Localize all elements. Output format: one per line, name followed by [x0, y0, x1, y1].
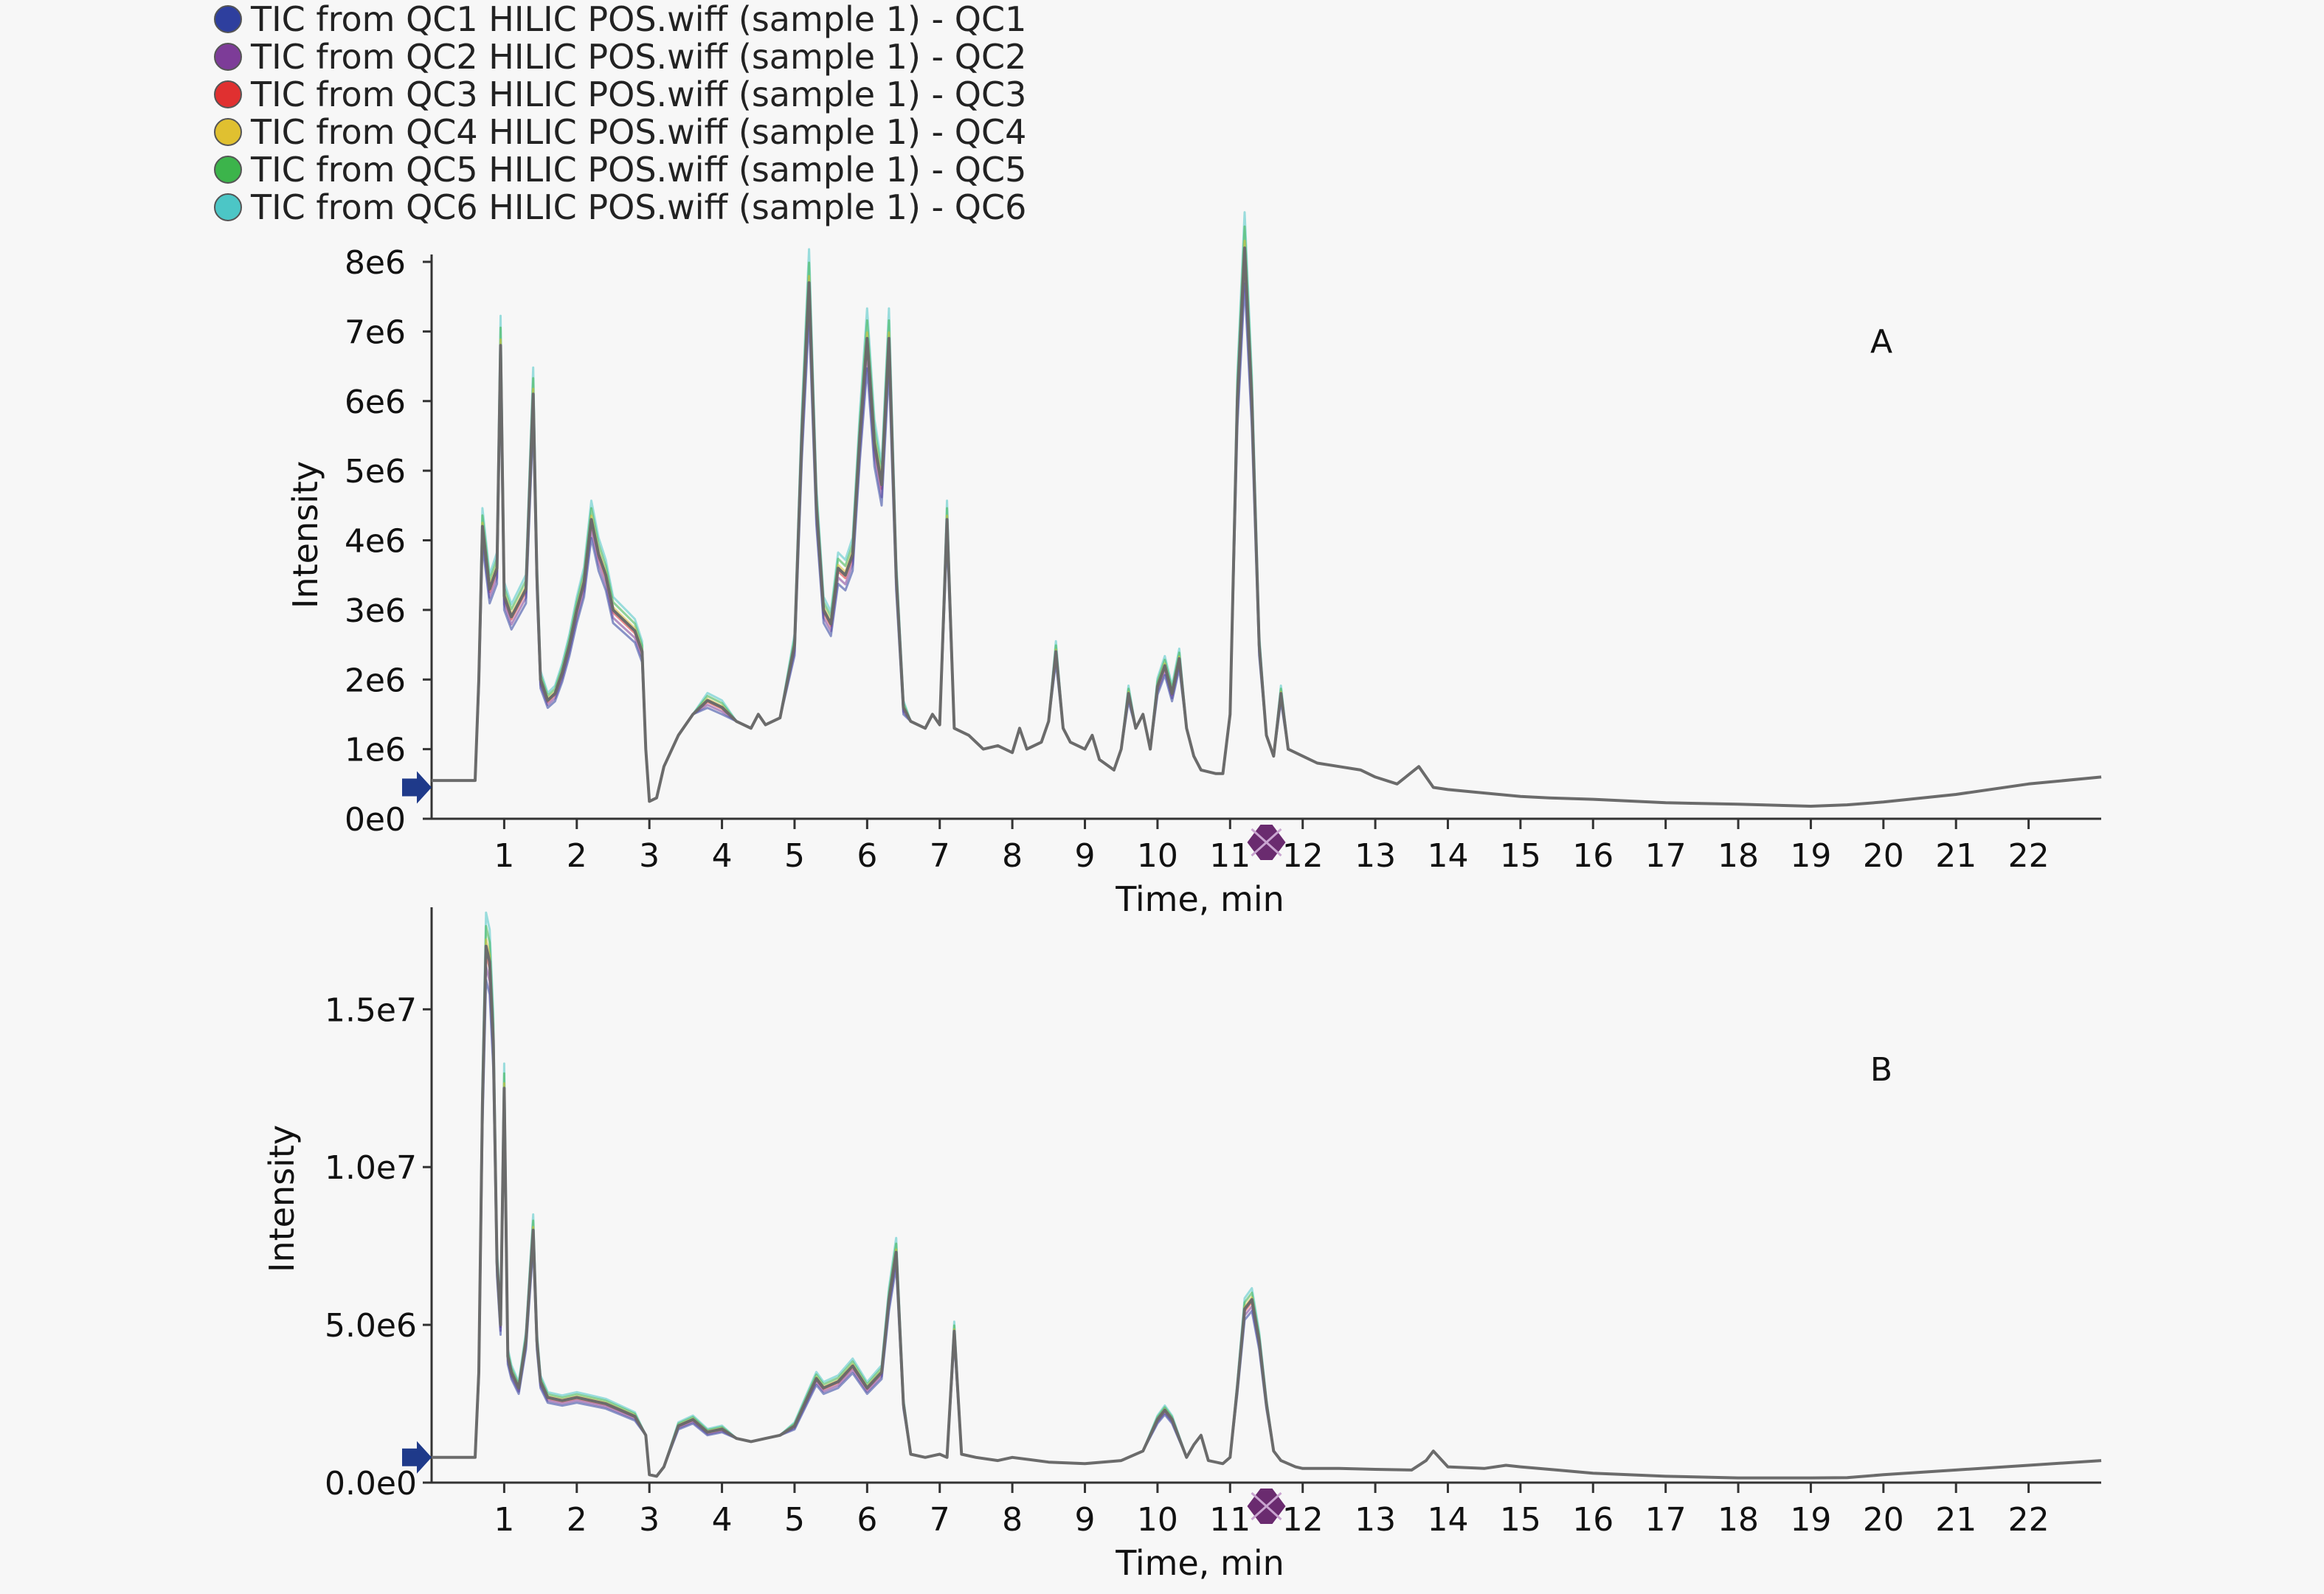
time-marker-cross	[1251, 1491, 1282, 1521]
legend-label: TIC from QC1 HILIC POS.wiff (sample 1) -…	[251, 0, 1027, 39]
y-axis-label: Intensity	[286, 461, 325, 609]
x-tick-label: 8	[1002, 837, 1023, 875]
y-tick-label: 1e6	[345, 732, 406, 769]
x-tick-label: 13	[1355, 837, 1396, 875]
x-tick-label: 12	[1282, 1501, 1324, 1539]
x-tick-label: 15	[1500, 837, 1541, 875]
legend-item: TIC from QC2 HILIC POS.wiff (sample 1) -…	[214, 36, 1027, 77]
x-tick-label: 16	[1572, 1501, 1614, 1539]
x-tick-label: 16	[1572, 837, 1614, 875]
x-tick-label: 7	[930, 1501, 950, 1539]
y-tick-label: 4e6	[345, 523, 406, 561]
start-marker	[402, 771, 432, 804]
legend-swatch	[214, 117, 242, 146]
x-tick-label: 6	[857, 837, 877, 875]
x-tick-label: 2	[567, 837, 587, 875]
x-tick-label: 18	[1718, 1501, 1759, 1539]
x-tick-label: 8	[1002, 1501, 1023, 1539]
x-tick-label: 1	[494, 837, 514, 875]
legend-item: TIC from QC5 HILIC POS.wiff (sample 1) -…	[214, 149, 1027, 190]
x-tick-label: 7	[930, 837, 950, 875]
legend-label: TIC from QC3 HILIC POS.wiff (sample 1) -…	[251, 74, 1027, 114]
tic-trace	[432, 246, 2102, 808]
y-tick-label: 7e6	[345, 313, 406, 351]
x-tick-label: 17	[1645, 837, 1687, 875]
x-tick-label: 22	[2008, 837, 2050, 875]
x-tick-label: 6	[857, 1501, 877, 1539]
y-tick-label: 1.0e7	[325, 1149, 417, 1187]
legend-item: TIC from QC1 HILIC POS.wiff (sample 1) -…	[214, 0, 1027, 39]
time-marker-cross	[1251, 828, 1282, 857]
panel-label: A	[1870, 323, 1892, 361]
x-tick-label: 3	[639, 1501, 660, 1539]
legend-swatch	[214, 42, 242, 71]
x-tick-label: 11	[1209, 1501, 1251, 1539]
x-tick-label: 10	[1137, 1501, 1178, 1539]
legend-label: TIC from QC6 HILIC POS.wiff (sample 1) -…	[251, 187, 1027, 227]
x-tick-label: 15	[1500, 1501, 1541, 1539]
legend: TIC from QC1 HILIC POS.wiff (sample 1) -…	[214, 0, 1027, 227]
y-tick-label: 0.0e0	[325, 1465, 417, 1503]
x-tick-label: 10	[1137, 837, 1178, 875]
x-tick-label: 21	[1935, 1501, 1977, 1539]
legend-swatch	[214, 193, 242, 221]
x-tick-label: 1	[494, 1501, 514, 1539]
x-tick-label: 2	[567, 1501, 587, 1539]
y-tick-label: 3e6	[345, 592, 406, 630]
tic-trace	[432, 944, 2102, 1480]
x-tick-label: 9	[1075, 1501, 1096, 1539]
x-axis-label: Time, min	[1115, 879, 1284, 919]
legend-label: TIC from QC5 HILIC POS.wiff (sample 1) -…	[251, 149, 1027, 190]
x-tick-label: 14	[1427, 837, 1468, 875]
legend-swatch	[214, 80, 242, 108]
x-tick-label: 14	[1427, 1501, 1468, 1539]
y-tick-label: 8e6	[345, 244, 406, 282]
legend-item: TIC from QC4 HILIC POS.wiff (sample 1) -…	[214, 111, 1027, 152]
y-tick-label: 6e6	[345, 384, 406, 421]
legend-item: TIC from QC6 HILIC POS.wiff (sample 1) -…	[214, 187, 1027, 227]
panel-label: B	[1870, 1051, 1892, 1089]
x-tick-label: 4	[712, 837, 733, 875]
x-tick-label: 20	[1863, 837, 1904, 875]
legend-swatch	[214, 155, 242, 184]
y-tick-label: 1.5e7	[325, 991, 417, 1029]
x-tick-label: 18	[1718, 837, 1759, 875]
start-marker	[402, 1441, 432, 1474]
x-tick-label: 13	[1355, 1501, 1396, 1539]
y-tick-label: 5e6	[345, 453, 406, 491]
x-tick-label: 19	[1790, 837, 1831, 875]
x-tick-label: 4	[712, 1501, 733, 1539]
x-tick-label: 3	[639, 837, 660, 875]
x-tick-label: 9	[1075, 837, 1096, 875]
x-tick-label: 5	[784, 837, 805, 875]
x-tick-label: 21	[1935, 837, 1977, 875]
x-tick-label: 12	[1282, 837, 1324, 875]
x-axis-label: Time, min	[1115, 1543, 1284, 1583]
x-tick-label: 20	[1863, 1501, 1904, 1539]
legend-item: TIC from QC3 HILIC POS.wiff (sample 1) -…	[214, 74, 1027, 114]
y-tick-label: 0e0	[345, 801, 406, 839]
y-tick-label: 5.0e6	[325, 1307, 417, 1345]
legend-label: TIC from QC4 HILIC POS.wiff (sample 1) -…	[251, 111, 1027, 152]
x-tick-label: 11	[1209, 837, 1251, 875]
x-tick-label: 19	[1790, 1501, 1831, 1539]
x-tick-label: 17	[1645, 1501, 1687, 1539]
x-tick-label: 5	[784, 1501, 805, 1539]
y-axis-label: Intensity	[262, 1125, 302, 1272]
y-tick-label: 2e6	[345, 662, 406, 699]
legend-swatch	[214, 4, 242, 33]
x-tick-label: 22	[2008, 1501, 2050, 1539]
legend-label: TIC from QC2 HILIC POS.wiff (sample 1) -…	[251, 36, 1027, 77]
